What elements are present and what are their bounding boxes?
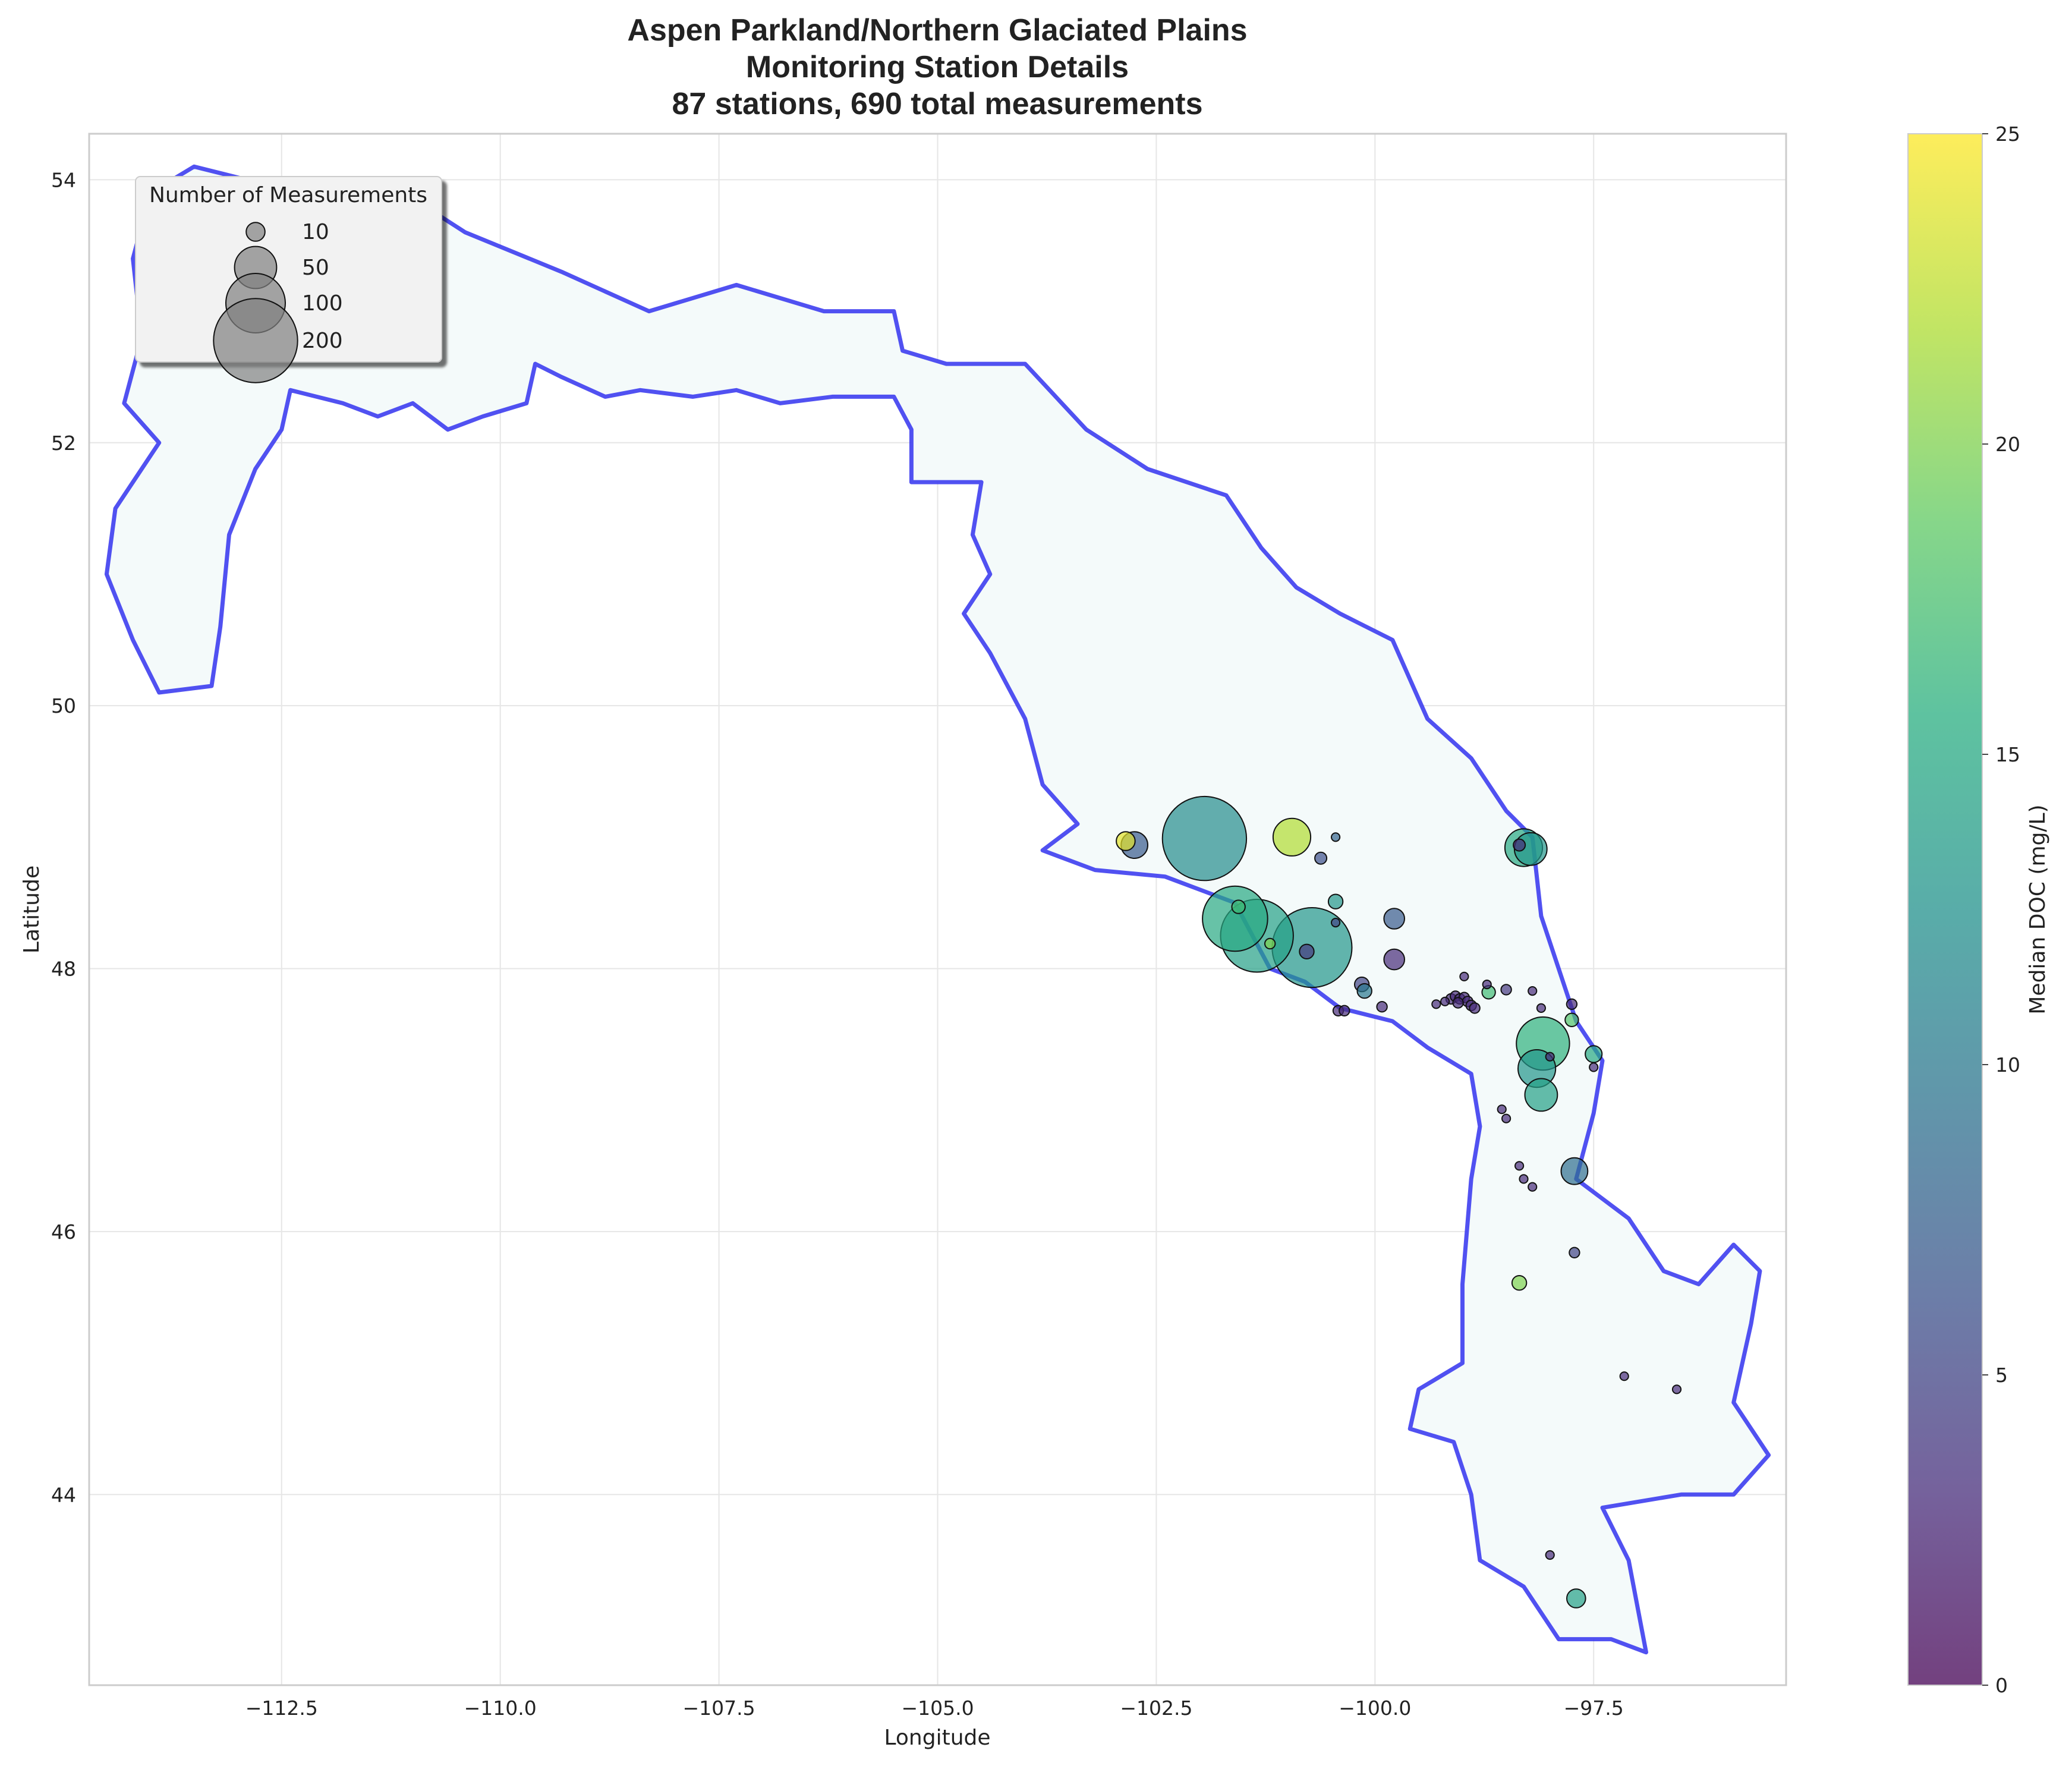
colorbar-tick-label: 25 [1995,122,2020,146]
y-tick-label: 44 [51,1483,76,1506]
station-marker[interactable] [1589,1062,1599,1072]
size-legend-entries: 10 50 100 200 [213,220,343,383]
size-legend-marker [213,298,298,383]
station-marker[interactable] [1566,1588,1586,1609]
x-tick-label: −110.0 [464,1696,537,1720]
size-legend-label: 10 [302,220,329,244]
chart-title-line-3: 87 stations, 690 total measurements [672,87,1202,121]
x-tick-label: −107.5 [683,1696,755,1720]
station-marker[interactable] [1514,1161,1525,1171]
colorbar-tick-label: 10 [1995,1053,2020,1076]
chart-title-line-2: Monitoring Station Details [746,50,1129,84]
station-marker[interactable] [1299,943,1315,960]
x-tick-label: −112.5 [245,1696,318,1720]
station-marker[interactable] [1513,838,1526,852]
station-marker[interactable] [1569,1247,1580,1259]
y-axis-ticks: 44 46 48 50 52 54 [51,168,76,1506]
station-marker[interactable] [1272,817,1312,857]
chart-title-line-1: Aspen Parkland/Northern Glaciated Plains [627,13,1247,48]
station-marker[interactable] [1264,937,1276,950]
plot-frame [88,133,1787,1686]
station-marker[interactable] [1585,1045,1603,1063]
station-marker[interactable] [1452,997,1464,1009]
station-marker[interactable] [1339,1005,1350,1017]
station-marker[interactable] [1619,1371,1629,1381]
colorbar-gradient [1907,133,1983,1686]
station-marker[interactable] [1566,998,1578,1011]
colorbar-label: Median DOC (mg/L) [2026,804,2050,1014]
colorbar-ticks: 0 5 10 15 20 25 [1982,122,2020,1697]
x-tick-label: −102.5 [1120,1696,1192,1720]
station-marker[interactable] [1231,899,1246,914]
size-legend-label: 200 [302,329,343,353]
x-axis-ticks: −112.5 −110.0 −107.5 −105.0 −102.5 −100.0 −97.… [245,1696,1624,1720]
size-legend-title: Number of Measurements [149,183,427,207]
x-tick-label: −105.0 [901,1696,974,1720]
colorbar-tick-label: 15 [1995,743,2020,766]
station-marker[interactable] [1671,1384,1682,1395]
station-marker[interactable] [1331,832,1341,842]
station-marker[interactable] [1314,851,1328,865]
y-tick-label: 46 [51,1220,76,1244]
size-legend: Number of Measurements 10 50 100 200 [135,176,442,383]
station-marker[interactable] [1545,1052,1555,1062]
station-marker[interactable] [1356,983,1372,999]
colorbar-tick-label: 0 [1995,1674,2008,1697]
y-axis-label: Latitude [20,865,44,953]
size-legend-label: 50 [302,256,329,280]
size-legend-label: 100 [302,291,343,316]
station-marker[interactable] [1500,984,1512,996]
station-marker[interactable] [1511,1275,1528,1291]
station-marker[interactable] [1564,1012,1579,1028]
station-marker[interactable] [1383,948,1405,971]
station-marker[interactable] [1161,795,1248,882]
colorbar-tick-label: 5 [1995,1364,2008,1387]
station-marker[interactable] [1459,971,1469,981]
station-marker[interactable] [1501,1113,1512,1123]
station-marker[interactable] [1519,1174,1529,1184]
station-marker[interactable] [1528,1182,1538,1192]
station-marker[interactable] [1431,999,1441,1009]
station-marker[interactable] [1560,1157,1589,1185]
station-marker[interactable] [1202,885,1268,952]
size-legend-marker [245,222,266,242]
station-markers [1116,795,1682,1609]
station-marker[interactable] [1528,986,1538,996]
y-tick-label: 50 [51,694,76,717]
x-tick-label: −100.0 [1339,1696,1411,1720]
station-marker[interactable] [1116,831,1136,851]
colorbar: 0 5 10 15 20 25 Median DOC (mg/L) [1907,122,2050,1697]
station-marker[interactable] [1497,1104,1507,1115]
x-tick-label: −97.5 [1564,1696,1624,1720]
station-marker[interactable] [1383,908,1405,930]
station-marker[interactable] [1469,1002,1481,1014]
station-marker[interactable] [1376,1001,1388,1013]
station-marker[interactable] [1331,918,1341,928]
station-marker[interactable] [1524,1078,1558,1112]
station-marker[interactable] [1440,996,1450,1006]
x-axis-label: Longitude [884,1726,990,1750]
station-marker[interactable] [1536,1003,1546,1013]
station-marker[interactable] [1545,1550,1555,1560]
y-tick-label: 48 [51,958,76,981]
colorbar-tick-label: 20 [1995,433,2020,456]
y-tick-label: 54 [51,168,76,191]
station-marker[interactable] [1482,980,1492,990]
y-tick-label: 52 [51,432,76,455]
station-marker[interactable] [1327,893,1344,909]
